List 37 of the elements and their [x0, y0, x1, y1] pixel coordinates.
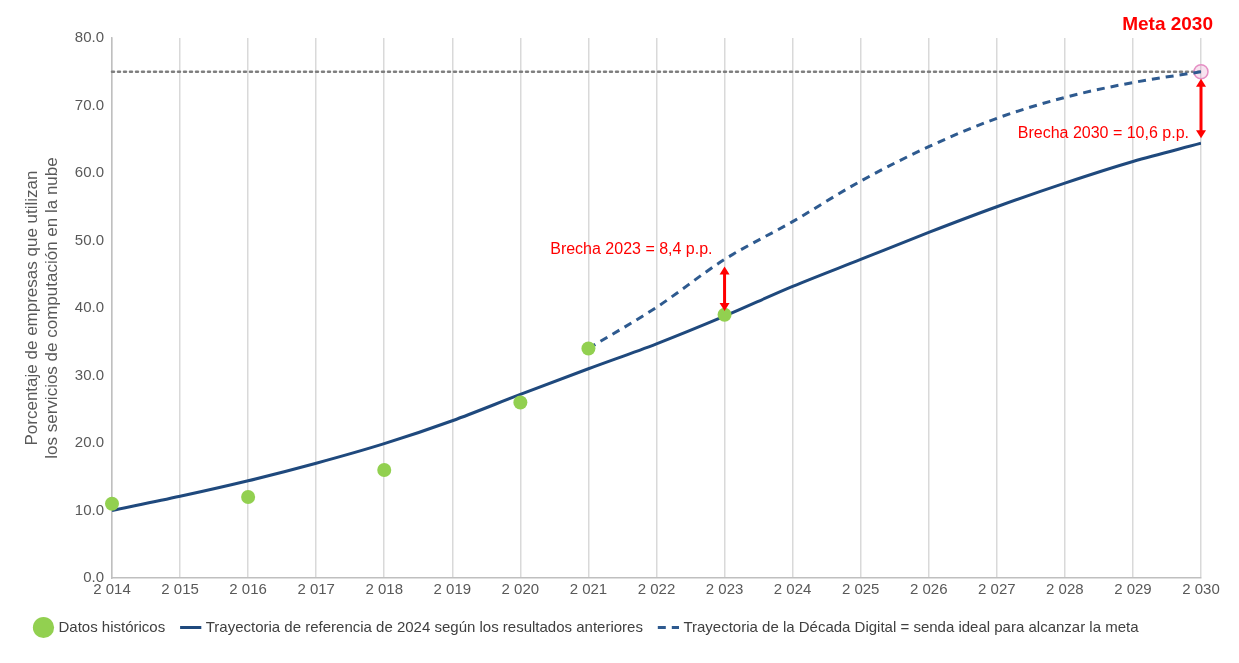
x-tick-label: 2 018 — [365, 580, 404, 598]
y-tick-label: 20.0 — [74, 433, 104, 451]
point — [104, 496, 119, 511]
x-tick-label: 2 021 — [569, 580, 608, 598]
point — [377, 463, 392, 477]
x-tick-label: 2 016 — [229, 580, 267, 598]
x-tick-label: 2 029 — [1114, 580, 1152, 598]
x-tick-label: 2 027 — [978, 580, 1016, 598]
legend-label: Datos históricos — [58, 617, 166, 635]
y-axis-title: Porcentaje de empresas que utilizan los servicios de computación en la nube — [21, 157, 62, 459]
x-tick-label: 2 023 — [705, 580, 744, 598]
x-tick-label: 2 015 — [161, 580, 199, 598]
point — [717, 307, 732, 322]
x-tick-label: 2 019 — [433, 580, 472, 598]
x-tick-label: 2 025 — [841, 580, 880, 598]
x-tick-label: 2 024 — [773, 580, 812, 598]
point — [581, 341, 596, 356]
x-tick-label: 2 028 — [1046, 580, 1084, 598]
legend-label: Trayectoria de referencia de 2024 según los resultados anteriores — [205, 617, 643, 635]
x-tick-label: 2 020 — [501, 580, 540, 598]
point — [513, 395, 528, 410]
y-tick-label: 60.0 — [74, 163, 104, 181]
x-tick-label: 2 026 — [909, 580, 948, 598]
y-tick-label: 30.0 — [74, 365, 104, 383]
text: Meta 2030 — [1122, 12, 1213, 34]
x-tick-label: 2 030 — [1182, 580, 1220, 598]
annotation: Brecha 2023 = 8,4 p.p. — [550, 239, 713, 257]
x-tick-label: 2 022 — [637, 580, 676, 598]
y-tick-label: 40.0 — [74, 298, 104, 316]
x-tick-label: 2 017 — [297, 580, 335, 598]
y-tick-label: 70.0 — [74, 95, 104, 113]
y-tick-label: 50.0 — [74, 230, 104, 248]
point — [241, 490, 256, 504]
y-tick-label: 80.0 — [74, 28, 104, 46]
annotation: Brecha 2030 = 10,6 p.p. — [1017, 123, 1189, 141]
y-tick-label: 10.0 — [74, 500, 104, 518]
legend-label: Trayectoria de la Década Digital = senda ideal para alcanzar la meta — [683, 617, 1140, 635]
